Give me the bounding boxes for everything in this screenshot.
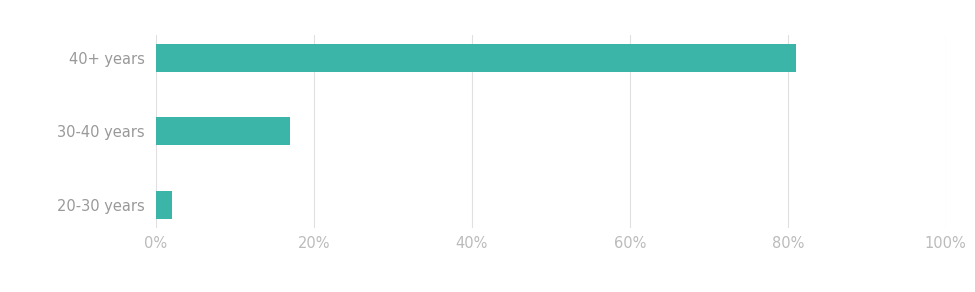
Bar (156, 191, 172, 219)
Bar (156, 44, 796, 72)
Bar (156, 117, 291, 145)
